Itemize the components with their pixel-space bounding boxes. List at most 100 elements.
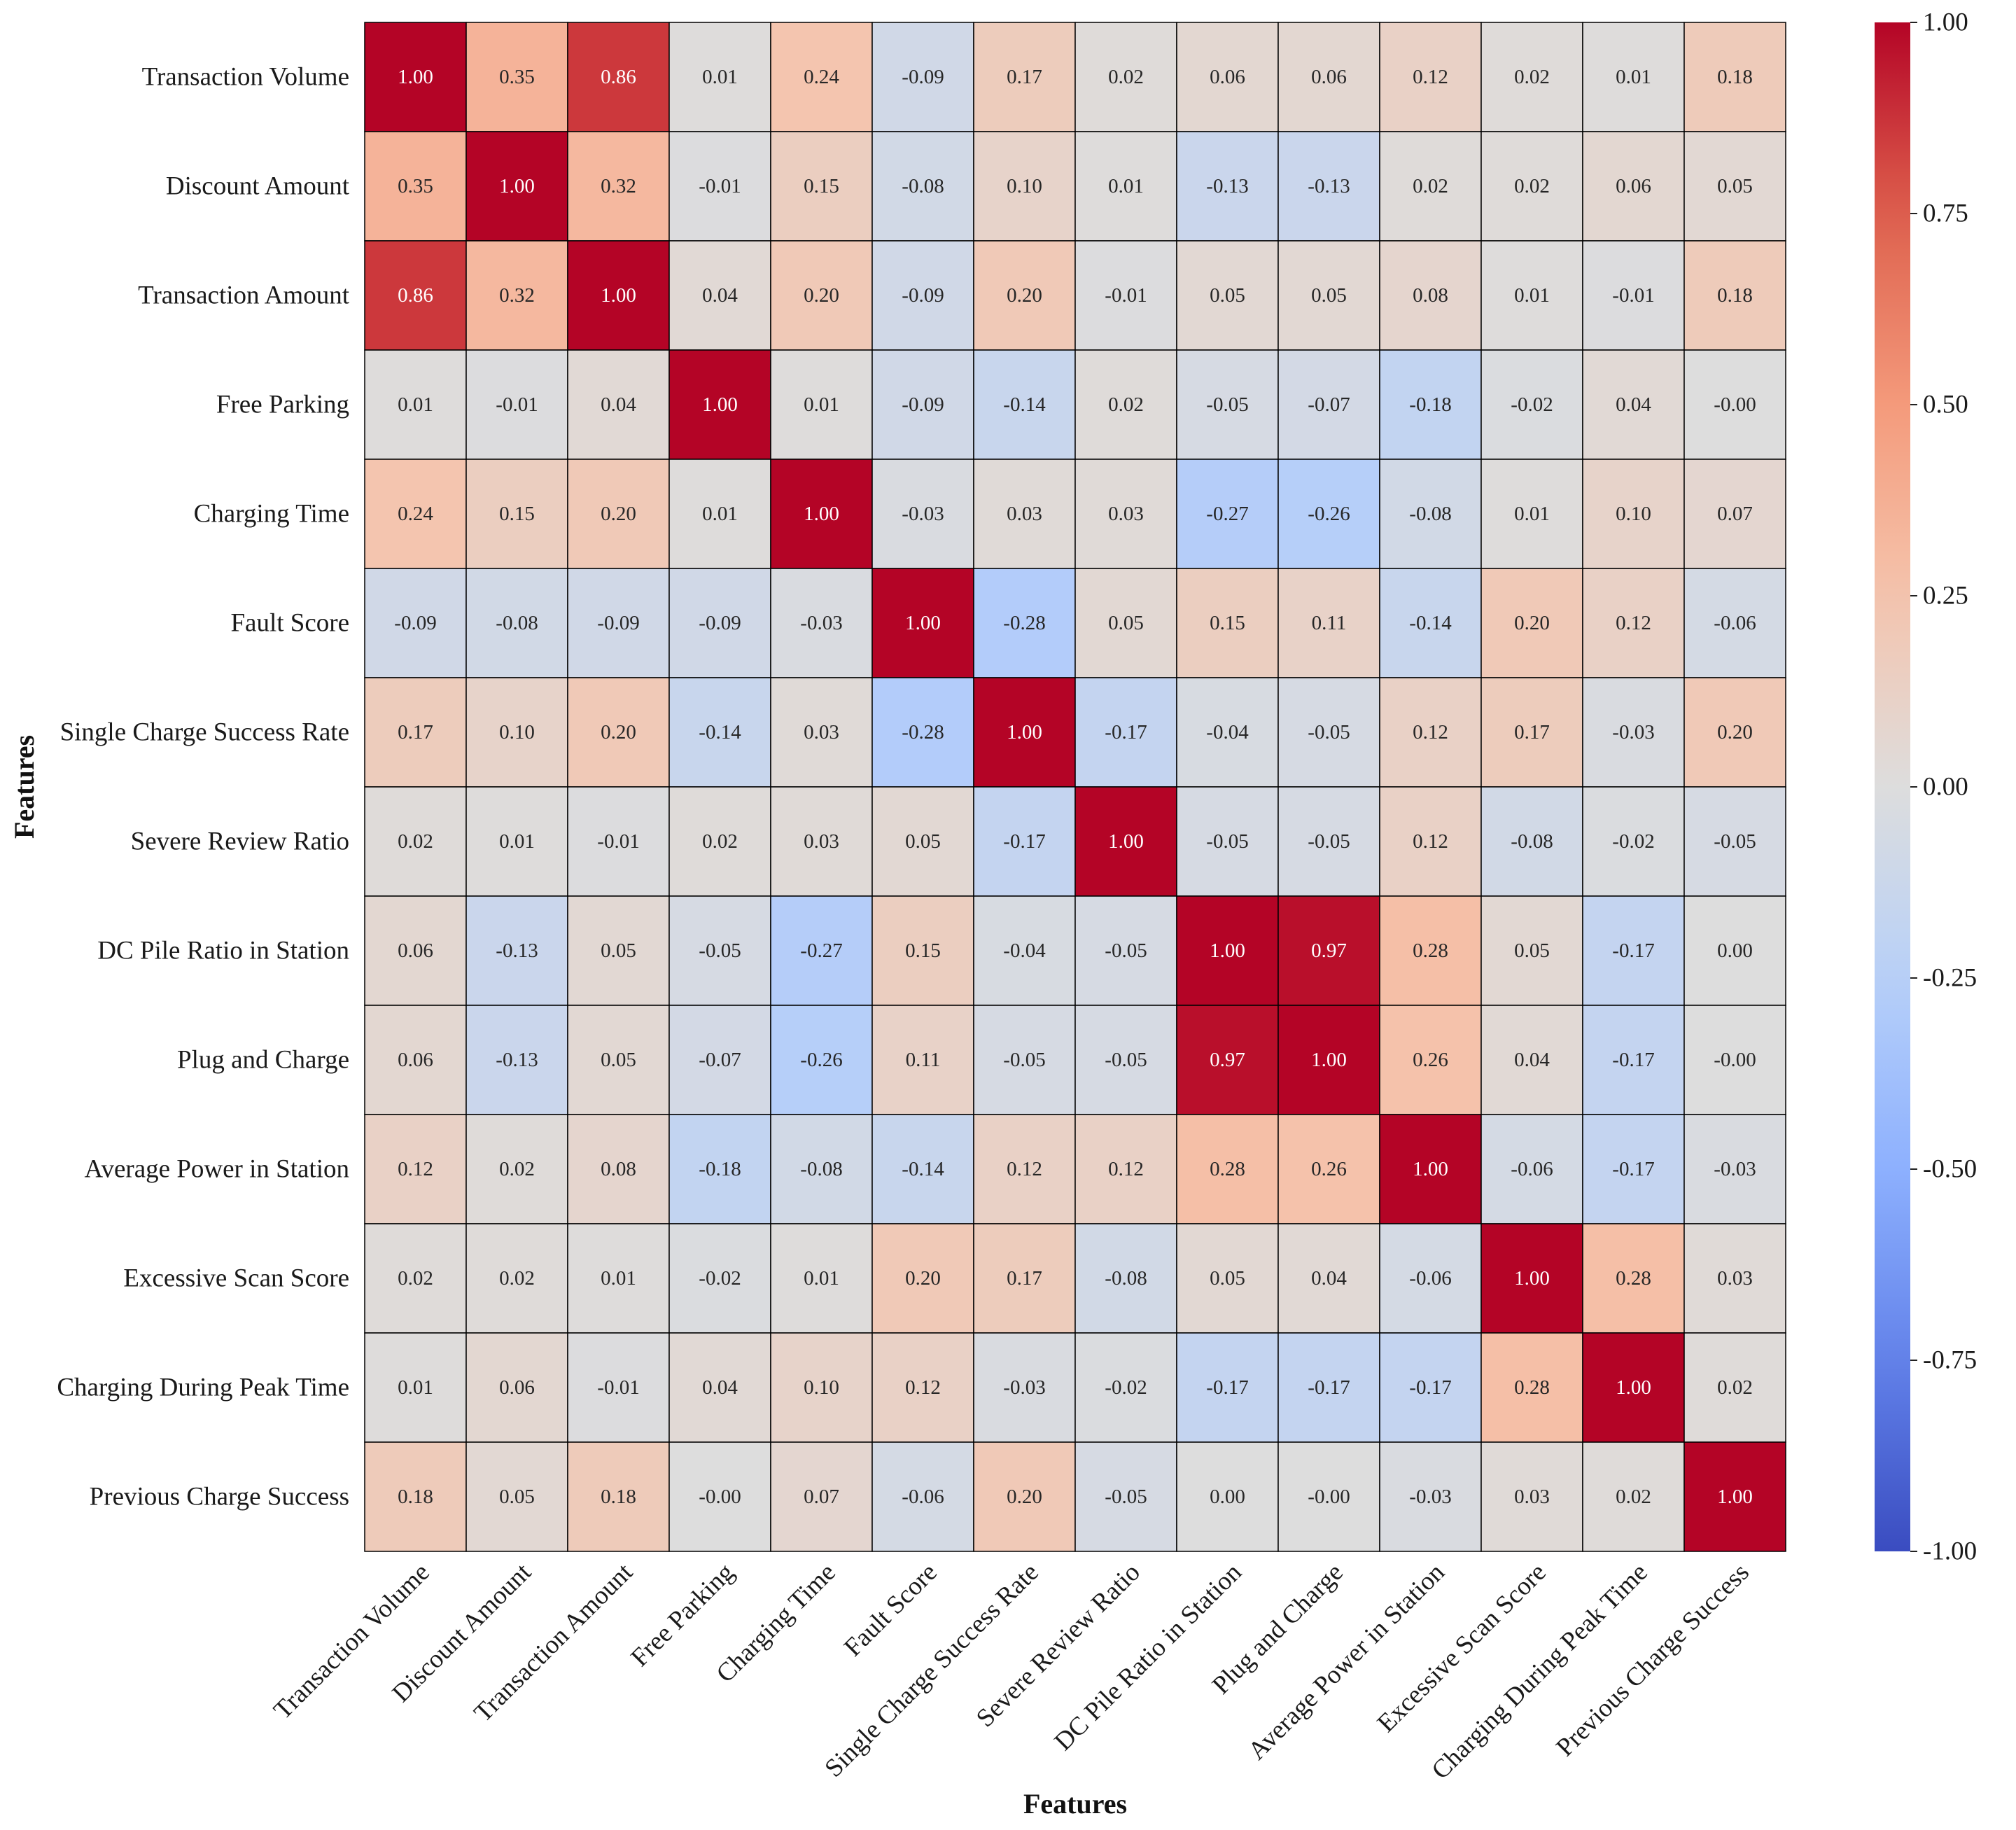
heatmap-cell (1684, 677, 1786, 788)
row-tick-label: Free Parking (216, 391, 349, 419)
cell-value-label: 1.00 (702, 393, 738, 416)
heatmap-cell (872, 131, 974, 242)
heatmap-cell (1684, 1114, 1786, 1224)
cell-value-label: 0.18 (1717, 284, 1753, 307)
heatmap-cell (872, 459, 974, 569)
cell-value-label: 1.00 (499, 175, 535, 197)
cell-value-label: -0.14 (902, 1158, 944, 1180)
cell-value-label: -0.05 (699, 940, 741, 962)
cell-value-label: 0.01 (1616, 66, 1651, 88)
row-tick-label: Excessive Scan Score (123, 1264, 349, 1293)
cell-value-label: -0.00 (699, 1486, 741, 1508)
cell-value-label: 0.28 (1514, 1376, 1550, 1399)
heatmap-cell (872, 1332, 974, 1443)
cell-value-label: 1.00 (398, 66, 433, 88)
colorbar-tick-label: -0.75 (1923, 1346, 1977, 1375)
heatmap-cell (1074, 131, 1177, 242)
row-tick-label: Charging During Peak Time (57, 1374, 349, 1402)
heatmap-cell (1074, 786, 1177, 897)
cell-value-label: -0.06 (1409, 1267, 1451, 1290)
row-tick-label: Discount Amount (166, 172, 350, 201)
heatmap-cell (1684, 568, 1786, 678)
cell-value-label: -0.06 (1714, 612, 1756, 634)
row-labels: Transaction Volume Discount Amount Transac… (57, 63, 349, 1511)
heatmap-cell (1176, 786, 1279, 897)
heatmap-cell (1074, 349, 1177, 460)
heatmap-cell (668, 1114, 771, 1224)
cell-value-label: 0.05 (1311, 284, 1347, 307)
colorbar-tick-label: 0.50 (1923, 391, 1968, 419)
heatmap-cell (973, 895, 1076, 1006)
colorbar-tick-label: -0.50 (1923, 1155, 1977, 1184)
heatmap-cell (1379, 1114, 1482, 1224)
heatmap-cell (1074, 1223, 1177, 1334)
heatmap-cell (1074, 1005, 1177, 1115)
cell-value-label: 0.01 (398, 1376, 433, 1399)
heatmap-cell (973, 1332, 1076, 1443)
cell-value-label: 0.04 (702, 1376, 738, 1399)
heatmap-cell (1074, 240, 1177, 351)
cell-value-label: 0.01 (1108, 175, 1144, 197)
heatmap-cell (364, 1223, 467, 1334)
cell-value-label: 0.35 (499, 66, 535, 88)
cell-value-label: -0.09 (699, 612, 741, 634)
heatmap-cell (973, 1114, 1076, 1224)
cell-value-label: 0.03 (804, 721, 839, 743)
heatmap-cell (364, 459, 467, 569)
heatmap-cell (1379, 131, 1482, 242)
cell-value-label: -0.03 (1409, 1486, 1451, 1508)
cell-value-label: -0.14 (1003, 393, 1046, 416)
heatmap-cell (1684, 349, 1786, 460)
heatmap-cell (1582, 459, 1685, 569)
cell-value-label: -0.26 (800, 1049, 842, 1071)
heatmap-cell (770, 1114, 873, 1224)
cell-value-label: 0.01 (398, 393, 433, 416)
heatmap-cell (567, 568, 670, 678)
cell-value-label: -0.02 (1612, 830, 1654, 853)
heatmap-cell (872, 568, 974, 678)
cell-value-label: 0.02 (1514, 66, 1550, 88)
cell-value-label: -0.05 (1714, 830, 1756, 853)
heatmap-cell (465, 895, 568, 1006)
heatmap-cell (1480, 22, 1583, 132)
cell-value-label: -0.05 (1206, 830, 1248, 853)
heatmap-cell (1684, 1223, 1786, 1334)
cell-value-label: 0.02 (1717, 1376, 1753, 1399)
cell-value-label: -0.14 (699, 721, 741, 743)
row-tick-label: DC Pile Ratio in Station (97, 937, 349, 965)
heatmap-cell (465, 1223, 568, 1334)
cell-value-label: 0.03 (1007, 503, 1042, 525)
heatmap-cell (1278, 677, 1380, 788)
heatmap-cell (1074, 568, 1177, 678)
cell-value-label: 1.00 (1413, 1158, 1448, 1180)
heatmap-cell (567, 895, 670, 1006)
colorbar-tick-label: 1.00 (1923, 8, 1968, 37)
heatmap-cell (1684, 459, 1786, 569)
row-tick-label: Average Power in Station (85, 1155, 349, 1184)
cell-value-label: -0.08 (1511, 830, 1553, 853)
cell-value-label: -0.18 (699, 1158, 741, 1180)
heatmap-cell (770, 349, 873, 460)
cell-value-label: 0.12 (1413, 830, 1448, 853)
heatmap-cell (1582, 349, 1685, 460)
heatmap-cell (770, 459, 873, 569)
cell-value-label: -0.13 (496, 1049, 538, 1071)
heatmap-cell (567, 1005, 670, 1115)
heatmap-cell (973, 568, 1076, 678)
cell-value-label: -0.26 (1308, 503, 1350, 525)
heatmap-cell (973, 677, 1076, 788)
heatmap-cell (1176, 568, 1279, 678)
cell-value-label: 0.07 (1717, 503, 1753, 525)
cell-value-label: -0.09 (902, 393, 944, 416)
row-tick-label: Severe Review Ratio (131, 827, 349, 856)
heatmap-cell (364, 1441, 467, 1552)
heatmap-cell (465, 22, 568, 132)
cell-value-label: 0.01 (1514, 284, 1550, 307)
heatmap-cell (1480, 568, 1583, 678)
cell-value-label: 0.06 (1311, 66, 1347, 88)
heatmap-cell (1582, 22, 1685, 132)
cell-value-label: 0.97 (1210, 1049, 1245, 1071)
cell-value-label: 0.12 (1616, 612, 1651, 634)
heatmap-cell (465, 1114, 568, 1224)
